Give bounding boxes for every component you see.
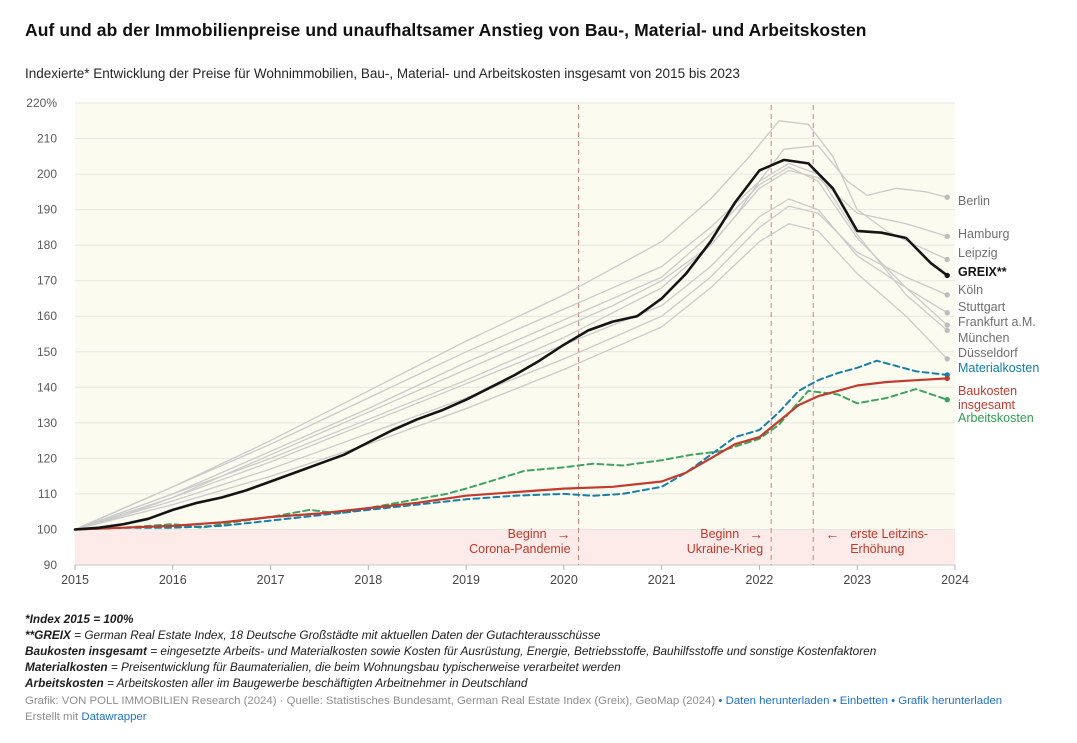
created-with-text: Erstellt mit: [25, 710, 79, 723]
x-tick-label: 2017: [257, 573, 285, 587]
download-data-link[interactable]: Daten herunterladen: [725, 695, 830, 707]
y-tick-label: 170: [37, 274, 57, 288]
series-label-duesseldorf: Düsseldorf: [958, 346, 1018, 360]
series-line-muenchen: [74, 162, 948, 531]
credits-line-1: Grafik: VON POLL IMMOBILIEN Research (20…: [25, 694, 1060, 710]
series-line-arbeitskosten: [74, 388, 949, 531]
y-tick-label: 130: [37, 416, 57, 430]
series-endpoint-muenchen: [944, 327, 950, 334]
below-baseline-band: [75, 529, 955, 565]
series-line-koeln: [74, 205, 948, 531]
x-tick-label: 2021: [648, 573, 676, 587]
x-tick-label: 2022: [746, 573, 774, 587]
series-label-frankfurt: Frankfurt a.M.: [958, 315, 1036, 329]
series-label-leipzig: Leipzig: [958, 246, 998, 260]
separator-dot: •: [718, 695, 723, 707]
x-tick-label: 2019: [452, 573, 480, 587]
chart-footnotes: *Index 2015 = 100% **GREIX = German Real…: [25, 611, 1060, 691]
x-tick-label: 2016: [159, 573, 187, 587]
footnote-index: *Index 2015 = 100%: [25, 612, 134, 626]
series-line-leipzig: [74, 120, 948, 531]
series-endpoint-berlin: [944, 194, 950, 200]
series-line-hamburg: [74, 169, 948, 531]
x-tick-label: 2015: [61, 573, 89, 587]
download-image-link[interactable]: Grafik herunterladen: [898, 695, 1003, 707]
series-endpoint-hamburg: [944, 233, 950, 239]
y-tick-label: 190: [37, 203, 57, 217]
y-tick-label: 100: [37, 522, 57, 536]
series-label-berlin: Berlin: [958, 194, 990, 208]
y-tick-label: 150: [37, 345, 57, 359]
separator-dot: •: [891, 695, 896, 707]
series-label-baukosten: Baukosten: [958, 384, 1017, 398]
event-label-corona: Corona-Pandemie: [469, 542, 570, 556]
event-label-ukraine: Beginn: [700, 527, 739, 541]
series-label-greix: GREIX**: [958, 265, 1007, 279]
y-tick-label: 90: [44, 558, 58, 572]
credits: Grafik: VON POLL IMMOBILIEN Research (20…: [25, 694, 1060, 725]
series-label-baukosten: insgesamt: [958, 398, 1015, 412]
series-endpoint-leipzig: [944, 256, 950, 263]
footnote-materialkosten: Materialkosten = Preisentwicklung für Ba…: [25, 660, 621, 674]
footnote-baukosten: Baukosten insgesamt = eingesetzte Arbeit…: [25, 644, 877, 658]
event-label-leitzins: erste Leitzins-: [850, 527, 928, 541]
series-label-materialkosten: Materialkosten: [958, 361, 1039, 375]
series-line-berlin: [74, 144, 948, 531]
series-label-koeln: Köln: [958, 283, 983, 297]
x-tick-label: 2018: [354, 573, 382, 587]
event-arrow-ukraine: →: [749, 526, 763, 542]
series-endpoint-koeln: [944, 292, 950, 298]
event-label-leitzins: Erhöhung: [850, 542, 904, 556]
series-endpoint-baukosten: [944, 375, 950, 382]
series-line-stuttgart: [74, 198, 948, 531]
series-line-baukosten: [73, 377, 949, 531]
event-arrow-leitzins: ←: [825, 526, 839, 542]
series-endpoint-arbeitskosten: [944, 397, 950, 403]
series-endpoint-frankfurt: [944, 322, 950, 328]
series-endpoint-stuttgart: [944, 310, 950, 316]
y-tick-label: 220%: [26, 96, 57, 110]
chart-title: Auf und ab der Immobilienpreise und unau…: [25, 20, 867, 40]
series-line-greix: [73, 158, 949, 531]
y-tick-label: 110: [38, 487, 57, 501]
line-chart-canvas[interactable]: 90 100 110 120 130 140 150 160 170 180 190 200 210 22…: [0, 0, 1077, 600]
y-tick-label: 160: [37, 309, 57, 323]
series-line-materialkosten: [74, 359, 949, 531]
datawrapper-link[interactable]: Datawrapper: [81, 710, 147, 723]
plot-background: [75, 103, 955, 565]
x-tick-label: 2024: [941, 573, 969, 587]
chart-subtitle: Indexierte* Entwicklung der Preise für W…: [25, 66, 740, 81]
event-label-ukraine: Ukraine-Krieg: [687, 542, 763, 556]
y-tick-label: 210: [37, 132, 57, 146]
event-arrow-corona: →: [557, 526, 571, 542]
separator-dot: •: [832, 695, 837, 707]
x-tick-label: 2023: [843, 573, 871, 587]
y-tick-label: 140: [37, 380, 57, 394]
footnote-arbeitskosten: Arbeitskosten = Arbeitskosten aller im B…: [25, 676, 528, 690]
series-label-arbeitskosten: Arbeitskosten: [958, 411, 1034, 425]
credits-text: Grafik: VON POLL IMMOBILIEN Research (20…: [25, 695, 716, 707]
credits-line-2: Erstellt mit Datawrapper: [25, 710, 1060, 726]
series-label-muenchen: München: [958, 331, 1009, 345]
series-endpoint-greix: [944, 272, 950, 279]
series-line-frankfurt: [74, 166, 948, 531]
y-tick-label: 180: [37, 238, 57, 252]
series-endpoint-duesseldorf: [944, 356, 950, 362]
footnote-greix: **GREIX = German Real Estate Index, 18 D…: [25, 628, 601, 642]
series-line-duesseldorf: [74, 223, 948, 531]
series-label-stuttgart: Stuttgart: [958, 300, 1006, 314]
embed-link[interactable]: Einbetten: [839, 695, 888, 707]
event-label-corona: Beginn: [508, 527, 547, 541]
x-tick-label: 2020: [550, 573, 578, 587]
y-tick-label: 120: [37, 451, 57, 465]
series-label-hamburg: Hamburg: [958, 227, 1009, 241]
y-tick-label: 200: [37, 167, 57, 181]
